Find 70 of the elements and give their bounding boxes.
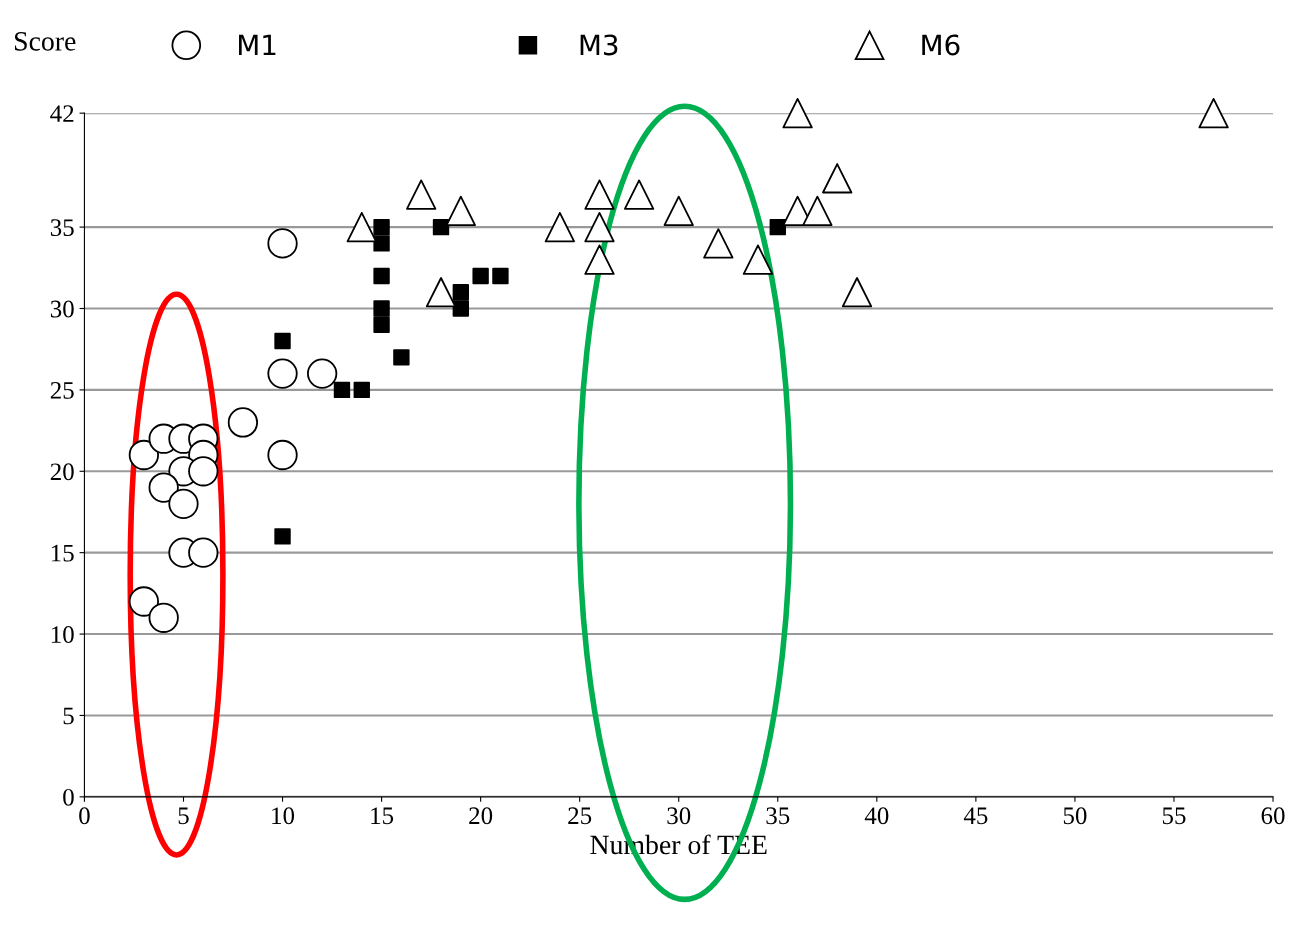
point	[148, 602, 179, 633]
point	[168, 488, 199, 519]
point	[274, 332, 291, 350]
point	[452, 300, 470, 317]
point	[782, 98, 813, 129]
point	[1198, 98, 1229, 129]
point	[742, 244, 774, 275]
y-tick-label: 35	[50, 219, 74, 237]
point	[128, 439, 160, 471]
legend-label: M6	[922, 34, 960, 56]
x-tick-label: 50	[1063, 807, 1087, 825]
x-tick-label: 25	[568, 807, 592, 825]
point	[623, 179, 655, 210]
y-tick-label: 30	[50, 300, 74, 318]
point	[584, 179, 615, 210]
legend-label: M1	[239, 34, 276, 56]
point	[148, 472, 179, 503]
point	[333, 381, 351, 399]
point	[584, 211, 615, 243]
point	[425, 277, 457, 308]
point	[346, 211, 377, 243]
y-tick-label: 10	[51, 626, 74, 643]
point	[267, 439, 298, 471]
point	[274, 528, 291, 545]
point	[703, 228, 734, 259]
point	[584, 244, 615, 275]
point	[663, 195, 694, 226]
point	[393, 349, 410, 366]
y-tick-label: 25	[50, 382, 74, 399]
x-tick-label: 20	[469, 807, 493, 825]
x-tick-label: 45	[963, 807, 988, 825]
point	[769, 218, 786, 236]
x-tick-label: 60	[1261, 807, 1285, 825]
y-tick-label: 5	[63, 707, 74, 725]
x-tick-label: 5	[178, 807, 189, 825]
x-tick-label: 55	[1162, 807, 1186, 825]
point	[544, 211, 576, 243]
y-tick-label: 15	[51, 544, 74, 562]
x-tick-label: 10	[272, 807, 295, 825]
x-tick-label: 40	[864, 807, 889, 825]
y-tick-label: 0	[63, 788, 74, 806]
point	[841, 277, 873, 308]
legend-label: M3	[580, 34, 618, 56]
point	[227, 407, 259, 438]
point	[492, 267, 509, 285]
point	[188, 537, 219, 568]
y-axis-title: Score	[14, 32, 76, 51]
point	[802, 195, 833, 226]
point	[406, 179, 437, 210]
x-tick-label: 15	[371, 807, 394, 825]
y-tick-label: 20	[50, 463, 74, 481]
point	[128, 586, 160, 617]
point	[267, 358, 298, 389]
point	[373, 235, 390, 252]
point	[373, 218, 390, 236]
point	[432, 218, 450, 236]
point	[188, 456, 219, 487]
point	[353, 381, 370, 399]
point	[472, 267, 489, 285]
point	[452, 284, 470, 301]
point	[267, 228, 298, 259]
x-tick-label: 30	[667, 807, 691, 825]
y-tick-label: 42	[50, 105, 74, 122]
point	[307, 358, 338, 389]
point	[373, 300, 390, 317]
x-tick-label: 35	[766, 807, 790, 825]
x-tick-label: 0	[79, 807, 90, 825]
point	[822, 163, 853, 194]
point	[373, 267, 390, 285]
point	[373, 316, 390, 333]
